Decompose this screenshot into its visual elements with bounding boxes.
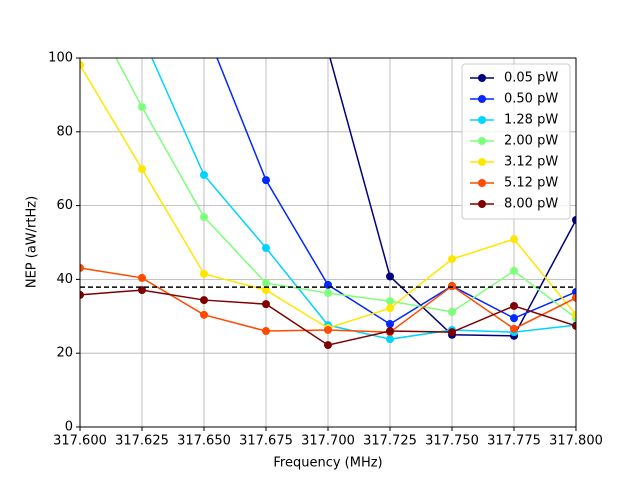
legend-marker [478, 158, 486, 166]
data-point [324, 341, 332, 350]
data-point [386, 320, 394, 329]
data-point [138, 32, 146, 40]
x-tick-label: 317.775 [487, 434, 541, 449]
x-tick-label: 317.675 [239, 434, 293, 449]
data-point [80, 290, 84, 299]
legend-label: 8.00 pW [504, 197, 558, 212]
x-axis-label: Frequency (MHz) [273, 456, 382, 471]
data-point [448, 255, 456, 264]
y-tick-label: 80 [56, 124, 73, 139]
data-point [448, 282, 456, 291]
legend-label: 3.12 pW [504, 155, 558, 170]
x-tick-label: 317.625 [115, 434, 169, 449]
data-point [262, 286, 270, 295]
legend-marker [478, 74, 486, 82]
plot-area [80, 22, 576, 350]
legend: 0.05 pW 0.50 pW 1.28 pW 2.00 pW 3.12 pW 5.12 … [461, 63, 571, 220]
series-line [329, 58, 576, 337]
y-tick-label: 60 [56, 198, 73, 213]
data-point [262, 244, 270, 253]
x-tick-label: 317.650 [177, 434, 231, 449]
data-point [386, 335, 394, 344]
data-point [510, 314, 518, 323]
data-point [200, 22, 208, 30]
data-point [324, 47, 332, 55]
data-point [386, 304, 394, 313]
data-point [572, 321, 576, 330]
legend-box [461, 63, 571, 220]
data-point [448, 307, 456, 316]
legend-label: 1.28 pW [504, 113, 558, 128]
data-point [324, 325, 332, 334]
legend-marker [478, 179, 486, 187]
legend-marker [478, 137, 486, 145]
data-point [262, 327, 270, 336]
data-point [200, 213, 208, 222]
data-point [80, 61, 84, 70]
data-point [510, 301, 518, 310]
data-point [510, 266, 518, 275]
data-point [386, 327, 394, 336]
legend-marker [478, 200, 486, 208]
x-tick-label: 317.700 [301, 434, 355, 449]
data-point [200, 296, 208, 305]
data-point [138, 286, 146, 295]
ticks: 317.600 317.625 317.650 317.675 317.700 317.7… [48, 51, 603, 449]
y-tick-label: 40 [56, 272, 73, 287]
data-point [572, 293, 576, 302]
data-point [262, 279, 270, 288]
data-point [386, 297, 394, 306]
data-point [386, 272, 394, 281]
x-tick-label: 317.800 [549, 434, 603, 449]
data-point [572, 310, 576, 319]
data-point [262, 176, 270, 185]
legend-label: 0.05 pW [504, 71, 558, 86]
data-point [510, 324, 518, 333]
x-tick-label: 317.725 [363, 434, 417, 449]
data-point [80, 263, 84, 272]
data-point [138, 165, 146, 174]
data-point [572, 287, 576, 296]
data-point [324, 289, 332, 298]
data-point [448, 328, 456, 337]
y-tick-label: 0 [65, 420, 73, 435]
data-point [200, 269, 208, 278]
data-point [572, 215, 576, 224]
data-point [138, 103, 146, 112]
y-tick-label: 20 [56, 346, 73, 361]
y-axis-label: NEP (aW/rtHz) [25, 196, 40, 288]
legend-label: 5.12 pW [504, 176, 558, 191]
legend-marker [478, 95, 486, 103]
legend-marker [478, 116, 486, 124]
data-point [200, 310, 208, 319]
data-point [510, 235, 518, 244]
x-tick-label: 317.600 [53, 434, 107, 449]
legend-label: 0.50 pW [504, 92, 558, 107]
y-tick-label: 100 [48, 51, 73, 66]
data-point [262, 300, 270, 309]
legend-label: 2.00 pW [504, 134, 558, 149]
data-point [200, 170, 208, 179]
x-tick-label: 317.750 [425, 434, 479, 449]
data-point [138, 273, 146, 282]
